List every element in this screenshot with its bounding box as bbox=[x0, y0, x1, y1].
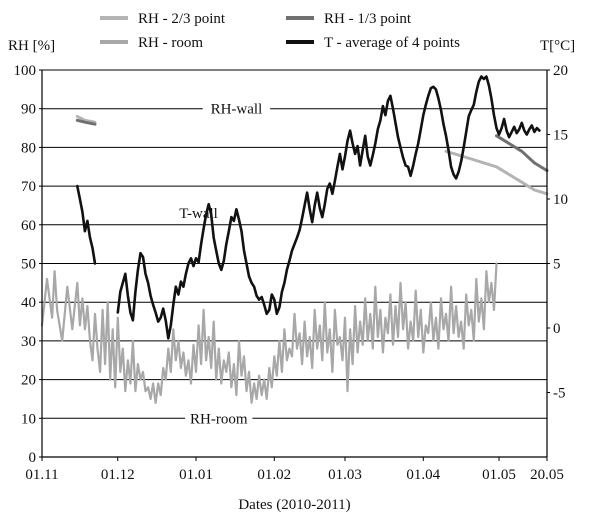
series-line-rh-1-3-point bbox=[75, 118, 549, 173]
y-left-axis-title: RH [%] bbox=[8, 38, 55, 54]
y-right-axis-title: T[°C] bbox=[540, 38, 575, 54]
y-left-tick-label: 0 bbox=[29, 450, 37, 466]
legend: RH - 2/3 point RH - 1/3 point RH - room T -… bbox=[100, 11, 460, 51]
x-tick-label: 01.04 bbox=[406, 467, 440, 483]
series-line-t-average-of-4-points bbox=[76, 75, 541, 340]
x-tick-label: 20.05 bbox=[530, 467, 564, 483]
x-tick-label: 01.12 bbox=[101, 467, 135, 483]
y-left-tick-label: 30 bbox=[21, 334, 36, 350]
y-right-tick-label: 5 bbox=[553, 257, 561, 273]
x-axis-title: Dates (2010-2011) bbox=[238, 497, 350, 513]
annotation-bg bbox=[185, 408, 253, 429]
series-line-rh-room bbox=[40, 262, 498, 404]
y-right-tick-label: 0 bbox=[553, 321, 561, 337]
annotation-label: RH-room bbox=[190, 411, 248, 427]
x-tick-label: 01.05 bbox=[482, 467, 516, 483]
legend-label: RH - 2/3 point bbox=[138, 11, 226, 27]
y-left-tick-label: 70 bbox=[21, 179, 36, 195]
x-tick-label: 01.11 bbox=[25, 467, 58, 483]
x-tick-label: 01.02 bbox=[257, 467, 291, 483]
y-right-tick-label: 20 bbox=[553, 63, 568, 79]
x-tick-label: 01.01 bbox=[179, 467, 213, 483]
y-right-tick-label: 15 bbox=[553, 128, 568, 144]
annotation-bg bbox=[202, 98, 271, 119]
y-left-tick-label: 100 bbox=[14, 63, 37, 79]
axes: 0 10 20 30 40 50 60 70 80 90 100 -5 0 5 10 15 20 01.11 01.… bbox=[8, 38, 575, 513]
y-left-tick-label: 80 bbox=[21, 140, 36, 156]
x-tick-label: 01.03 bbox=[328, 467, 362, 483]
series-lines bbox=[40, 75, 549, 404]
annotation-label: RH-wall bbox=[211, 102, 263, 118]
annotation-bg bbox=[168, 203, 229, 224]
y-left-tick-label: 40 bbox=[21, 295, 36, 311]
legend-label: RH - room bbox=[138, 35, 203, 51]
y-right-tick-label: -5 bbox=[553, 386, 566, 402]
legend-label: T - average of 4 points bbox=[324, 35, 460, 51]
y-left-tick-label: 90 bbox=[21, 102, 36, 118]
legend-label: RH - 1/3 point bbox=[324, 11, 412, 27]
y-right-tick-label: 10 bbox=[553, 192, 568, 208]
y-left-tick-label: 50 bbox=[21, 257, 36, 273]
y-left-tick-label: 60 bbox=[21, 218, 36, 234]
y-left-tick-label: 20 bbox=[21, 373, 36, 389]
series-line-rh-2-3-point bbox=[75, 114, 549, 196]
y-left-tick-label: 10 bbox=[21, 411, 36, 427]
